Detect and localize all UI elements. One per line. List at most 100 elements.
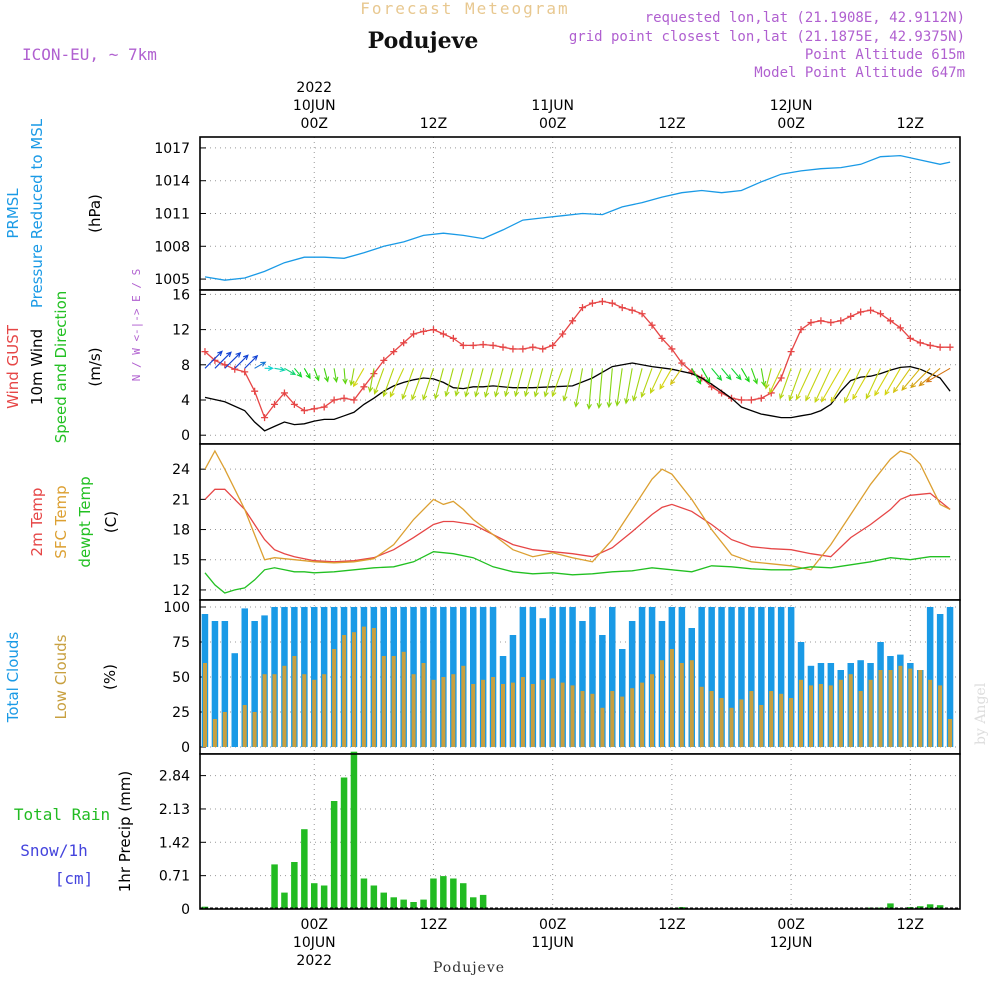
bar [431, 679, 436, 747]
bar [311, 607, 318, 747]
y-tick-label: 0 [181, 740, 190, 756]
bar [332, 649, 337, 747]
header-model: ICON-EU, ~ 7km [22, 45, 157, 64]
series-line [204, 449, 951, 571]
gust-marker [638, 310, 646, 318]
bar [898, 665, 903, 747]
gust-marker [290, 400, 298, 408]
wind-arrow [401, 368, 415, 400]
bar [758, 607, 765, 747]
wind-arrow [264, 365, 274, 371]
wind-arrow [551, 368, 564, 398]
bar [938, 685, 943, 747]
time-label-top: 12Z [658, 116, 685, 132]
y-tick-label: 100 [163, 600, 190, 616]
y-tick-label: 21 [172, 492, 190, 508]
bar [471, 684, 476, 747]
gust-marker [350, 396, 358, 404]
wind-arrow [691, 368, 702, 385]
bar [420, 899, 427, 909]
time-label-bottom: 00Z [301, 917, 328, 933]
bar [430, 878, 437, 909]
wind-arrow [373, 368, 385, 395]
bar [411, 674, 416, 747]
bar [589, 607, 596, 747]
bar [529, 607, 537, 747]
bar [320, 885, 328, 909]
wind-arrow [884, 368, 901, 396]
wind-arrow [596, 368, 603, 410]
time-label-bottom: 10JUN [293, 935, 336, 951]
wind-arrow [820, 368, 842, 403]
bar [709, 691, 714, 747]
bar [660, 660, 664, 747]
time-label-bottom: 2022 [296, 953, 332, 969]
time-label-top: 11JUN [531, 98, 574, 114]
bar [460, 883, 467, 909]
gust-marker [916, 339, 924, 347]
wind-arrow [669, 367, 683, 386]
bar [461, 665, 466, 747]
panel-label: Total Clouds [4, 632, 22, 724]
gust-marker [400, 339, 408, 347]
bar [361, 626, 366, 747]
bar [360, 878, 368, 909]
bar [501, 684, 505, 747]
gust-marker [827, 319, 835, 327]
wind-arrow [543, 368, 554, 398]
gust-marker [539, 345, 547, 353]
bar [936, 614, 944, 747]
gust-marker [280, 389, 288, 397]
panel-label: Wind GUST [4, 324, 22, 409]
wind-arrow [313, 368, 320, 382]
time-label-bottom: 12JUN [770, 935, 813, 951]
bar [838, 679, 843, 747]
gust-marker [340, 394, 348, 402]
bar [530, 684, 535, 747]
credit-label: by Angel [973, 682, 989, 745]
gust-marker [569, 317, 577, 325]
gust-marker [658, 334, 666, 342]
time-axis-bottom: 00Z 10JUN 2022 12Z 00Z 11JUN 12Z 00Z 12JUN 12Z [293, 917, 924, 969]
wind-arrow [659, 368, 673, 390]
panel-unit: (%) [101, 664, 119, 690]
wind-arrow [454, 368, 464, 397]
gust-marker [936, 343, 944, 351]
y-tick-label: 24 [172, 462, 190, 478]
bar [679, 663, 684, 747]
gust-marker [310, 405, 318, 413]
bar [302, 674, 307, 747]
panel-label: 2m Temp [28, 488, 46, 557]
bar [242, 705, 247, 747]
bar [729, 707, 734, 747]
y-tick-label: 1008 [154, 239, 190, 255]
compass-label: N / W <-|-> E / S [130, 269, 143, 382]
bar [640, 682, 645, 747]
wind-arrow [513, 368, 524, 398]
bar [638, 607, 646, 747]
bar [510, 682, 515, 747]
time-label-bottom: 12Z [658, 917, 685, 933]
header: Forecast Meteogram Podujeve ICON-EU, ~ 7… [22, 0, 965, 81]
bar [421, 663, 426, 747]
wind-arrow [493, 368, 504, 398]
wind-arrow [764, 368, 772, 390]
bar [628, 621, 636, 747]
series-line [204, 362, 951, 432]
panel-label: Speed and Direction [52, 291, 70, 444]
wind-arrow [731, 367, 742, 381]
gust-marker [201, 348, 209, 356]
bar [330, 801, 338, 909]
wind-arrow [711, 367, 723, 381]
bar [878, 670, 883, 747]
y-tick-label: 12 [172, 323, 190, 339]
gust-marker [330, 396, 338, 404]
bar [799, 679, 803, 747]
bar [718, 607, 725, 747]
wind-arrow [352, 368, 365, 388]
bar [570, 685, 575, 747]
gust-marker [529, 343, 537, 351]
bar [381, 656, 386, 747]
bar [352, 632, 356, 747]
